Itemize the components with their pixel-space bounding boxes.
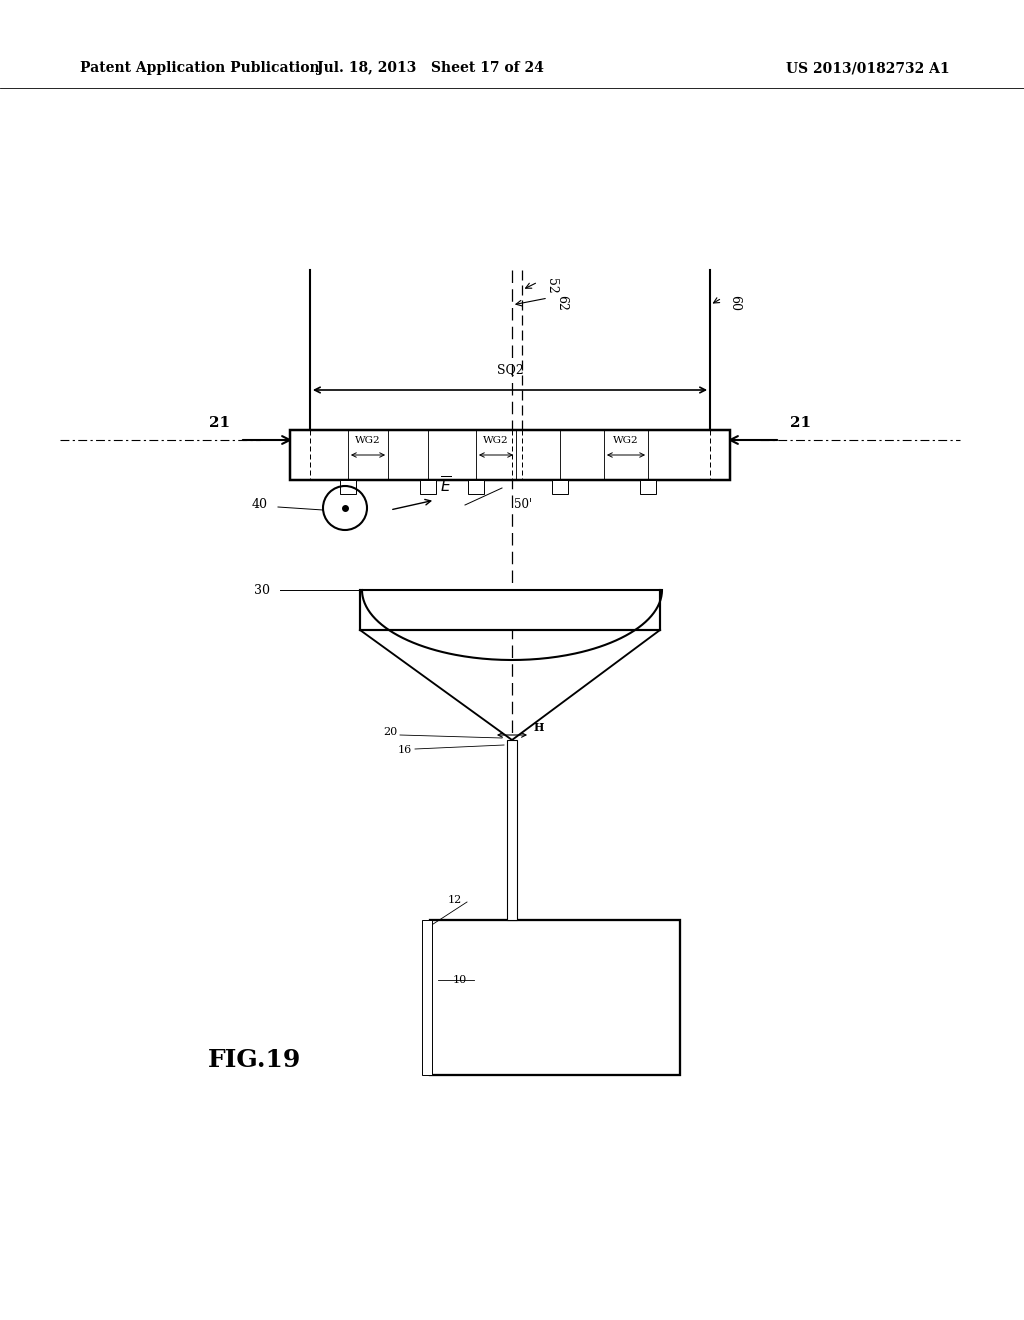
Bar [340, 480, 356, 494]
Text: Jul. 18, 2013   Sheet 17 of 24: Jul. 18, 2013 Sheet 17 of 24 [316, 61, 544, 75]
Text: H: H [534, 722, 545, 733]
Bar [360, 590, 660, 630]
Text: 60: 60 [728, 294, 741, 312]
Text: $\overline{E}$: $\overline{E}$ [440, 477, 452, 496]
Bar [507, 741, 517, 920]
Bar [290, 430, 730, 480]
Text: 20: 20 [383, 727, 397, 737]
Text: 50': 50' [514, 498, 532, 511]
Text: FIG.19: FIG.19 [208, 1048, 302, 1072]
Text: 12: 12 [447, 895, 462, 906]
Bar [420, 480, 436, 494]
Text: 16: 16 [397, 744, 412, 755]
Text: SQ2: SQ2 [497, 363, 523, 376]
Text: 30: 30 [254, 583, 270, 597]
Text: 52: 52 [545, 279, 558, 294]
Text: 40: 40 [252, 499, 268, 511]
Text: WG2: WG2 [355, 436, 381, 445]
Text: 21: 21 [790, 416, 811, 430]
Text: 62: 62 [555, 294, 568, 312]
Text: Patent Application Publication: Patent Application Publication [80, 61, 319, 75]
Text: 21: 21 [209, 416, 230, 430]
Bar [640, 480, 656, 494]
Text: 10: 10 [453, 975, 467, 985]
Text: WG2: WG2 [483, 436, 509, 445]
Bar [422, 920, 432, 1074]
Text: WG2: WG2 [613, 436, 639, 445]
Bar [430, 920, 680, 1074]
Bar [552, 480, 568, 494]
Bar [468, 480, 484, 494]
Text: US 2013/0182732 A1: US 2013/0182732 A1 [786, 61, 950, 75]
